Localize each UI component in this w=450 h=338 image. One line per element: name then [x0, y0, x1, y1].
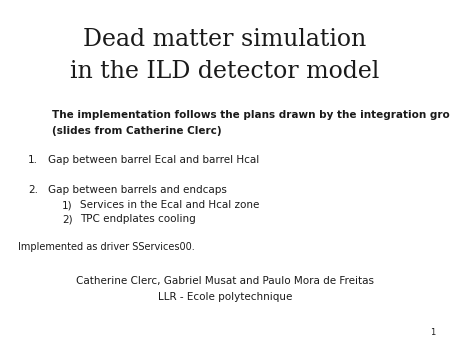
Text: 1: 1	[430, 328, 435, 337]
Text: 2): 2)	[62, 214, 72, 224]
Text: TPC endplates cooling: TPC endplates cooling	[80, 214, 196, 224]
Text: 1.: 1.	[28, 155, 38, 165]
Text: 1): 1)	[62, 200, 72, 210]
Text: The implementation follows the plans drawn by the integration group: The implementation follows the plans dra…	[52, 110, 450, 120]
Text: (slides from Catherine Clerc): (slides from Catherine Clerc)	[52, 126, 221, 136]
Text: in the ILD detector model: in the ILD detector model	[70, 60, 380, 83]
Text: Dead matter simulation: Dead matter simulation	[83, 28, 367, 51]
Text: Catherine Clerc, Gabriel Musat and Paulo Mora de Freitas: Catherine Clerc, Gabriel Musat and Paulo…	[76, 276, 374, 286]
Text: 2.: 2.	[28, 185, 38, 195]
Text: Implemented as driver SServices00.: Implemented as driver SServices00.	[18, 242, 195, 252]
Text: Gap between barrels and endcaps: Gap between barrels and endcaps	[48, 185, 227, 195]
Text: LLR - Ecole polytechnique: LLR - Ecole polytechnique	[158, 292, 292, 302]
Text: Gap between barrel Ecal and barrel Hcal: Gap between barrel Ecal and barrel Hcal	[48, 155, 259, 165]
Text: Services in the Ecal and Hcal zone: Services in the Ecal and Hcal zone	[80, 200, 259, 210]
